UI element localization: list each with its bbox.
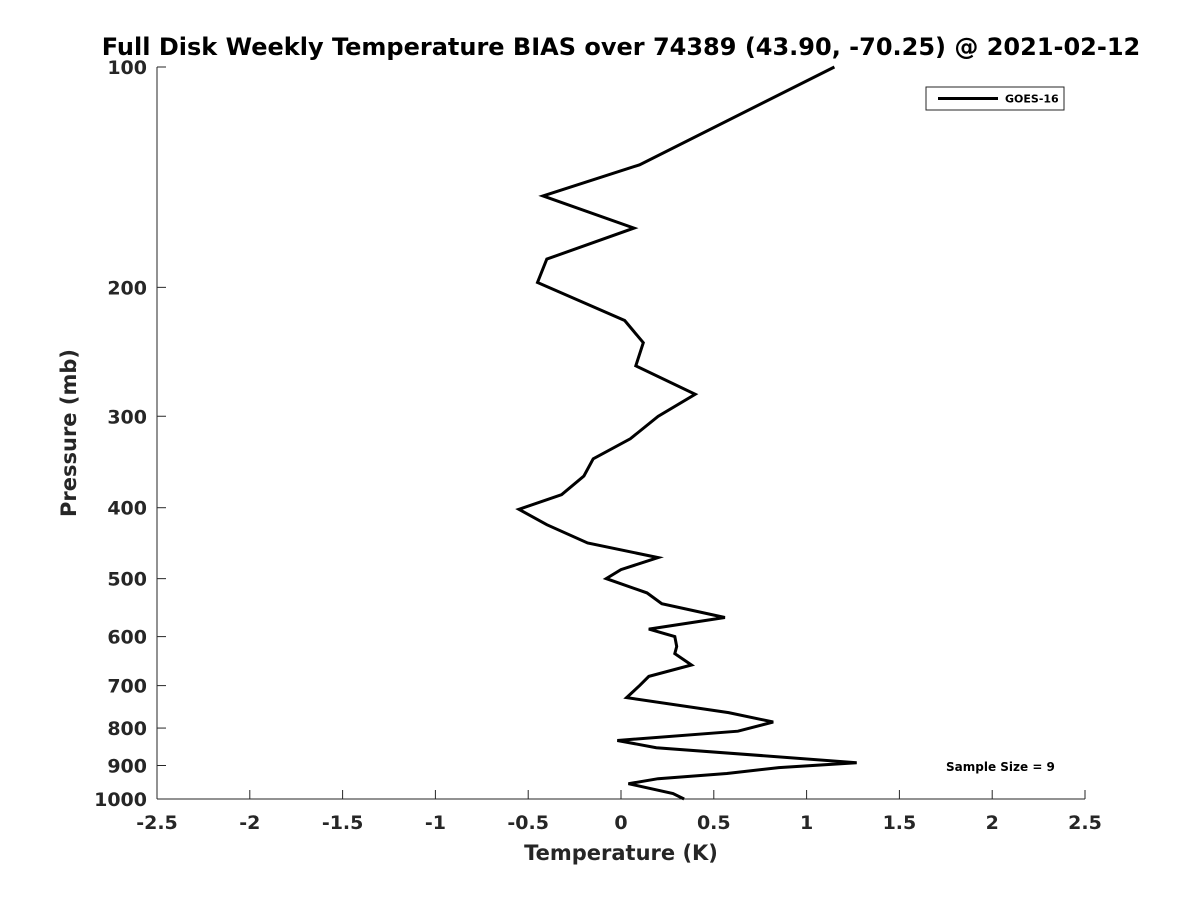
y-tick-label: 300 — [107, 406, 147, 428]
y-tick-label: 900 — [107, 756, 147, 778]
y-tick-label: 600 — [107, 627, 147, 649]
legend-label-goes-16: GOES-16 — [1005, 93, 1059, 106]
chart-title: Full Disk Weekly Temperature BIAS over 7… — [102, 33, 1141, 61]
x-tick-label: 2 — [986, 812, 999, 834]
x-tick-label: 1.5 — [883, 812, 917, 834]
y-tick-label: 500 — [107, 569, 147, 591]
legend: GOES-16 — [925, 86, 1065, 111]
y-tick-label: 200 — [107, 277, 147, 299]
x-axis-ticks: -2.5 -2 -1.5 -1 -0.5 0 0.5 1 1.5 2 2.5 — [136, 790, 1102, 834]
x-tick-label: 0.5 — [697, 812, 731, 834]
y-tick-label: 1000 — [94, 789, 147, 811]
x-tick-label: 0 — [614, 812, 627, 834]
x-tick-label: 1 — [800, 812, 813, 834]
x-tick-label: 2.5 — [1068, 812, 1102, 834]
y-tick-label: 800 — [107, 718, 147, 740]
x-axis-label: Temperature (K) — [524, 841, 718, 865]
series-line-goes-16 — [515, 65, 857, 801]
x-tick-label: -2 — [239, 812, 260, 834]
sample-size-annotation: Sample Size = 9 — [946, 760, 1055, 774]
y-tick-label: 100 — [107, 57, 147, 79]
x-tick-label: -2.5 — [136, 812, 178, 834]
y-tick-label: 400 — [107, 498, 147, 520]
x-tick-label: -1 — [425, 812, 446, 834]
x-tick-label: -1.5 — [322, 812, 364, 834]
y-axis-label: Pressure (mb) — [57, 349, 81, 517]
x-tick-label: -0.5 — [507, 812, 549, 834]
series-group — [515, 65, 857, 801]
y-axis-ticks: 100 200 300 400 500 600 700 800 900 1000 — [94, 57, 166, 811]
y-tick-label: 700 — [107, 676, 147, 698]
